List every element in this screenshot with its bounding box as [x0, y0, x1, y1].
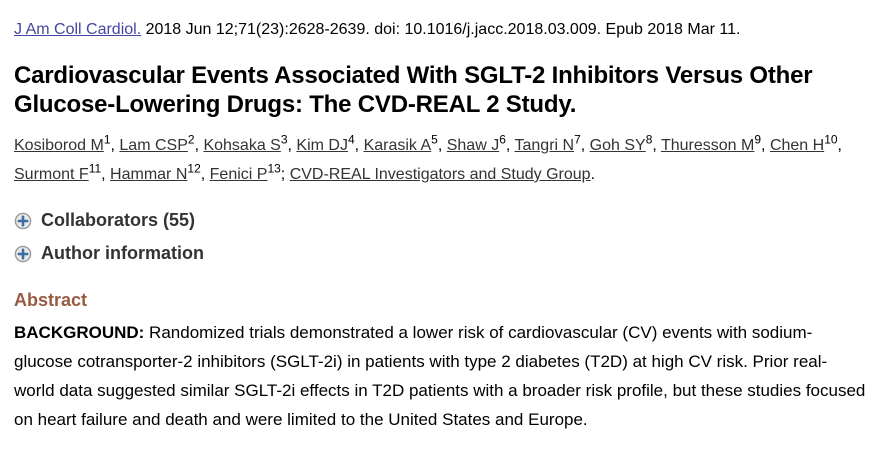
author-affiliation-number: 5 [431, 132, 438, 147]
abstract-heading: Abstract [14, 290, 88, 310]
author-affiliation-number: 3 [280, 132, 288, 147]
author-link[interactable]: Lam CSP [119, 137, 188, 154]
author-separator: , [354, 137, 364, 154]
author-separator: , [652, 137, 661, 154]
abstract-background-paragraph: BACKGROUND: Randomized trials demonstrat… [14, 318, 866, 434]
author-affiliation-number: 2 [187, 132, 195, 147]
author-link[interactable]: Kim DJ [296, 137, 348, 154]
background-text: Randomized trials demonstrated a lower r… [14, 323, 866, 429]
author-affiliation-number: 11 [88, 161, 102, 176]
author-link[interactable]: Shaw J [446, 137, 500, 154]
article-page: J Am Coll Cardiol. 2018 Jun 12;71(23):26… [14, 20, 866, 434]
author-link[interactable]: Kohsaka S [203, 137, 281, 154]
author-information-label: Author information [41, 243, 204, 263]
author-separator: , [837, 137, 842, 154]
author-separator: , [437, 137, 447, 154]
journal-link[interactable]: J Am Coll Cardiol. [14, 21, 142, 38]
author-affiliation-number: 7 [574, 132, 581, 147]
author-affiliation-number: 12 [187, 161, 201, 176]
author-separator: , [200, 166, 210, 183]
study-group-link[interactable]: CVD-REAL Investigators and Study Group [289, 166, 591, 183]
author-link[interactable]: Tangri N [514, 137, 575, 154]
citation-details: 2018 Jun 12;71(23):2628-2639. doi: 10.10… [141, 21, 741, 38]
citation-line: J Am Coll Cardiol. 2018 Jun 12;71(23):26… [14, 20, 866, 39]
authors-terminator: . [590, 166, 596, 183]
group-separator: ; [280, 166, 290, 183]
author-affiliation-number: 6 [499, 132, 506, 147]
author-link[interactable]: Surmont F [14, 166, 89, 183]
author-separator: , [761, 137, 770, 154]
author-list: Kosiborod M1, Lam CSP2, Kohsaka S3, Kim … [14, 131, 866, 189]
author-separator: , [505, 137, 515, 154]
background-label: BACKGROUND: [14, 323, 145, 342]
author-information-expander[interactable]: Author information [14, 243, 866, 264]
author-link[interactable]: Chen H [769, 137, 825, 154]
author-affiliation-number: 1 [103, 132, 111, 147]
author-separator: , [194, 137, 204, 154]
collaborators-label: Collaborators (55) [41, 210, 196, 230]
collaborators-expander[interactable]: Collaborators (55) [14, 210, 866, 231]
author-link[interactable]: Hammar N [110, 166, 188, 183]
author-affiliation-number: 8 [645, 132, 653, 147]
expand-plus-icon [14, 212, 32, 230]
author-separator: , [580, 137, 590, 154]
expand-plus-icon [14, 245, 32, 263]
author-affiliation-number: 13 [267, 161, 281, 176]
author-separator: , [101, 166, 111, 183]
author-separator: , [110, 137, 120, 154]
author-affiliation-number: 4 [347, 132, 355, 147]
author-affiliation-number: 10 [824, 132, 838, 147]
author-link[interactable]: Karasik A [363, 137, 432, 154]
article-title: Cardiovascular Events Associated With SG… [14, 62, 813, 118]
author-separator: , [287, 137, 297, 154]
author-link[interactable]: Fenici P [209, 166, 268, 183]
author-link[interactable]: Thuresson M [660, 137, 755, 154]
author-link[interactable]: Goh SY [589, 137, 646, 154]
author-affiliation-number: 9 [754, 132, 762, 147]
author-link[interactable]: Kosiborod M [14, 137, 104, 154]
